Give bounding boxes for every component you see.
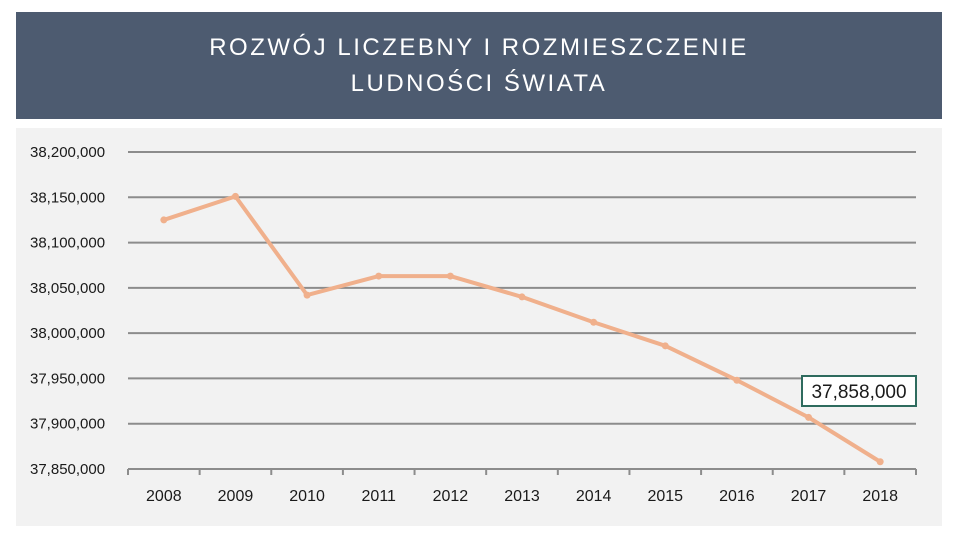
data-point	[303, 291, 311, 299]
chart-panel	[16, 128, 942, 526]
data-point	[160, 216, 168, 224]
data-label: 37,858,000	[811, 382, 906, 403]
x-tick-label: 2011	[362, 488, 397, 505]
data-point	[231, 192, 239, 200]
y-tick-label: 37,850,000	[30, 461, 105, 478]
x-tick-label: 2018	[862, 488, 898, 505]
x-tick-label: 2009	[218, 488, 254, 505]
page-title: ROZWÓJ LICZEBNY I ROZMIESZCZENIE LUDNOŚC…	[209, 33, 749, 97]
x-tick-label: 2016	[719, 488, 755, 505]
data-point	[876, 458, 884, 466]
x-tick-label: 2014	[576, 488, 612, 505]
x-tick-label: 2012	[433, 488, 469, 505]
data-point	[805, 413, 813, 421]
x-tick-label: 2017	[791, 488, 827, 505]
x-tick-label: 2008	[146, 488, 182, 505]
x-tick-label: 2015	[647, 488, 683, 505]
y-tick-label: 37,950,000	[30, 370, 105, 387]
x-tick-label: 2010	[289, 488, 325, 505]
y-tick-label: 38,100,000	[30, 235, 105, 252]
y-tick-label: 37,900,000	[30, 416, 105, 433]
y-tick-label: 38,200,000	[30, 144, 105, 161]
x-tick-label: 2013	[504, 488, 540, 505]
data-point	[375, 272, 383, 280]
series-line	[163, 194, 882, 464]
data-point	[590, 318, 598, 326]
y-tick-label: 38,050,000	[30, 280, 105, 297]
data-point	[518, 293, 526, 301]
data-label-callout	[801, 375, 917, 407]
data-point	[446, 272, 454, 280]
data-point	[733, 376, 741, 384]
y-tick-label: 38,150,000	[30, 189, 105, 206]
y-tick-label: 38,000,000	[30, 325, 105, 342]
data-point	[661, 342, 669, 350]
title-bar: ROZWÓJ LICZEBNY I ROZMIESZCZENIE LUDNOŚC…	[16, 12, 942, 119]
